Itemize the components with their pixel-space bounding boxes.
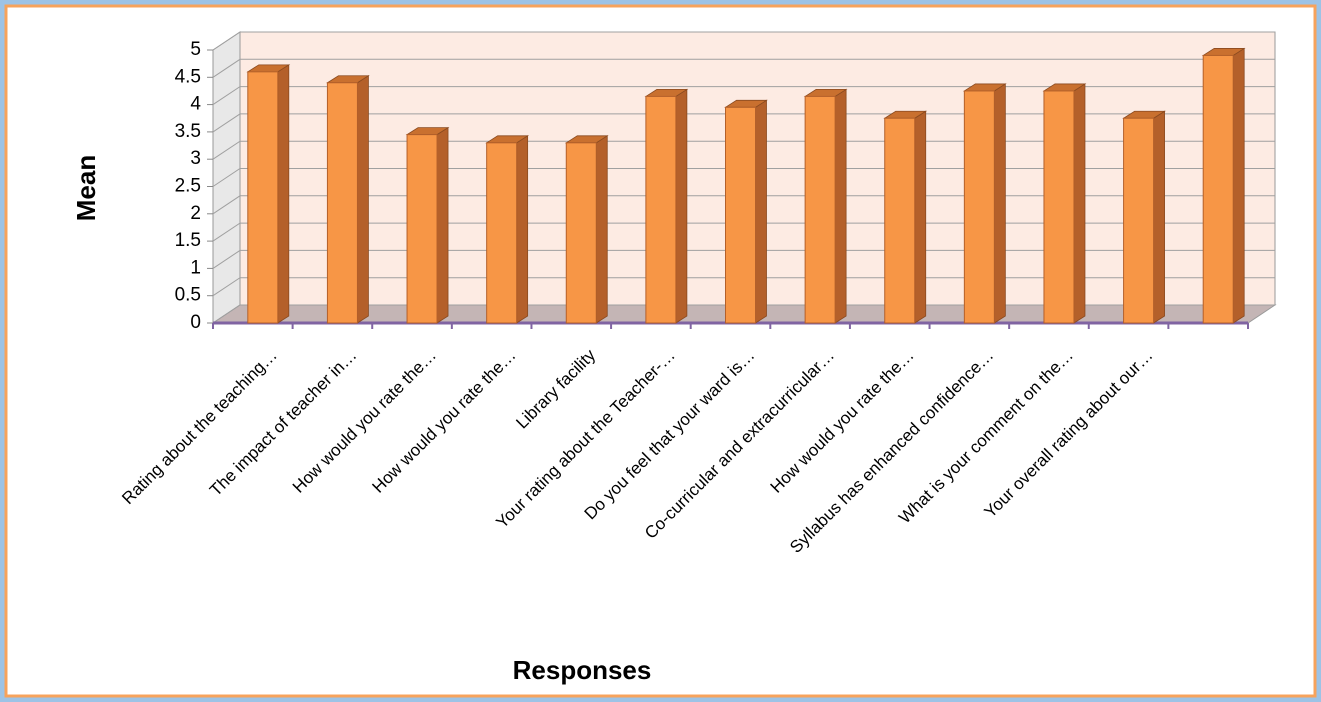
bar (1123, 117, 1155, 324)
bar (406, 134, 438, 324)
y-tick-label: 3 (190, 148, 201, 169)
y-tick-label: 1.5 (175, 230, 201, 251)
y-tick-label: 0.5 (175, 285, 201, 306)
grid-line (212, 140, 1275, 160)
grid-line (212, 86, 1275, 106)
y-tick-label: 1 (190, 257, 201, 278)
bar (1202, 54, 1234, 324)
grid-line (212, 31, 1275, 51)
y-tick-label: 4 (190, 94, 201, 115)
grid-line (212, 277, 1275, 297)
x-axis-label: Responses (513, 655, 652, 685)
bar-side (675, 88, 688, 324)
grid-line (212, 195, 1275, 215)
bar-side (357, 75, 369, 324)
grid-line (212, 58, 1275, 78)
grid-line (212, 304, 1275, 324)
y-tick-label: 4.5 (175, 66, 201, 87)
bar (804, 95, 836, 324)
y-tick-label: 2.5 (175, 176, 201, 197)
bar-side (1232, 47, 1245, 324)
bar-side (834, 88, 847, 324)
bar-side (516, 135, 529, 324)
grid-line (212, 168, 1275, 187)
bar-side (755, 99, 767, 324)
bar (247, 71, 279, 324)
y-axis-label: Mean (71, 155, 101, 221)
bar-side (436, 126, 449, 324)
bar-side (914, 110, 927, 324)
bar (1043, 90, 1075, 324)
bar (884, 117, 916, 324)
bar (725, 106, 756, 324)
grid-line (212, 222, 1275, 242)
bar (486, 142, 518, 324)
y-tick-label: 5 (190, 39, 201, 60)
bar-side (277, 64, 290, 324)
bar-side (1153, 110, 1165, 324)
y-tick-label: 0 (190, 312, 201, 333)
bar-side (1073, 83, 1086, 324)
bar (326, 82, 358, 324)
bar (963, 90, 995, 324)
y-tick-label: 2 (190, 203, 201, 224)
grid-line (212, 113, 1275, 133)
bar (645, 95, 677, 324)
y-tick-label: 3.5 (175, 121, 201, 142)
bar-side (993, 83, 1006, 324)
bar-side (595, 135, 608, 324)
bar (565, 142, 597, 324)
grid-line (212, 249, 1275, 269)
